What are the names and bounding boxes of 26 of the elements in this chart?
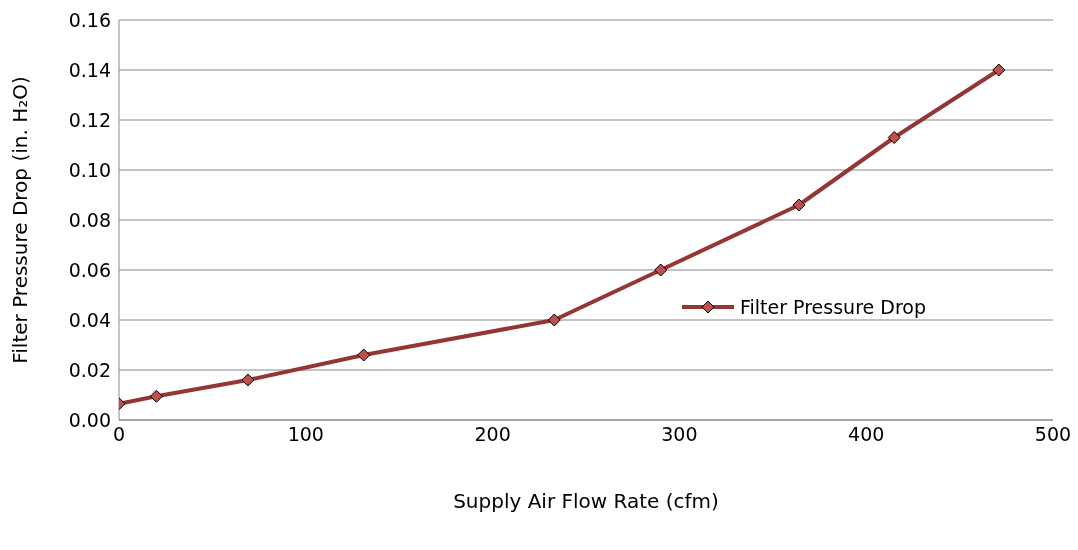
point (887, 131, 901, 144)
y-tick-label: 0.02 (68, 358, 111, 381)
point (654, 263, 668, 277)
y-tick-label: 0.06 (68, 258, 111, 281)
point (992, 63, 1006, 77)
x-tick-label: 100 (287, 423, 324, 446)
x-tick-label: 400 (848, 423, 885, 446)
x-tick-label: 500 (1034, 423, 1072, 446)
point (357, 348, 371, 362)
y-tick-label: 0.00 (68, 408, 111, 431)
point (792, 198, 806, 212)
point (547, 313, 561, 327)
x-tick-label: 200 (474, 423, 511, 446)
y-tick-label: 0.12 (68, 108, 111, 131)
point (149, 389, 163, 403)
y-axis-title: Filter Pressure Drop (in. H₂O) (8, 76, 33, 364)
y-tick-label: 0.10 (68, 158, 111, 181)
x-axis-title: Supply Air Flow Rate (cfm) (453, 489, 719, 513)
y-tick-label: 0.16 (68, 8, 111, 31)
y-tick-label: 0.14 (68, 58, 111, 81)
y-tick-label: 0.04 (68, 308, 111, 331)
x-tick-label: 0 (112, 423, 126, 446)
y-tick-label: 0.08 (68, 208, 111, 231)
point (241, 373, 255, 387)
legend-label: Filter Pressure Drop (740, 296, 926, 318)
x-tick-label: 300 (661, 423, 698, 446)
